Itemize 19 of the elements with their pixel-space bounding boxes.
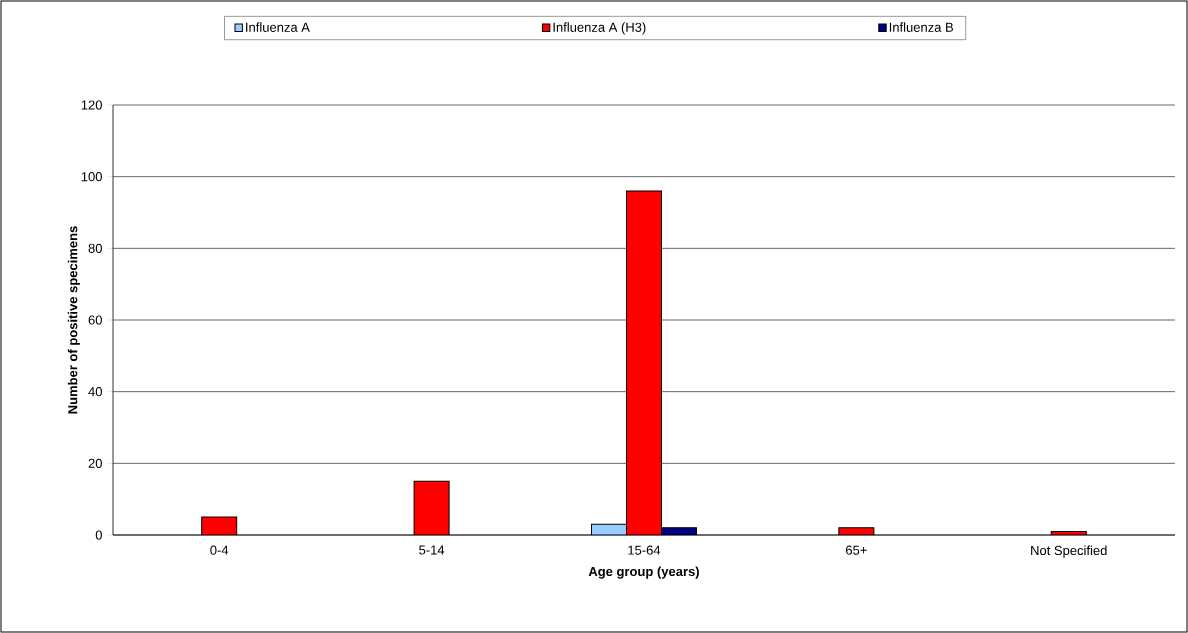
bar: [414, 481, 450, 535]
y-tick-label: 40: [88, 387, 102, 397]
y-tick-label: 60: [88, 315, 102, 325]
y-tick-label: 100: [81, 172, 102, 182]
legend-label: Influenza A (H3): [553, 22, 646, 35]
legend-label: Influenza A: [246, 22, 310, 32]
y-tick-label: 80: [88, 243, 102, 253]
x-axis-title: Age group (years): [588, 566, 699, 579]
y-tick-label: 120: [81, 100, 102, 110]
legend-label: Influenza B: [889, 22, 954, 32]
x-tick-label: 65+: [845, 545, 867, 555]
x-tick-label: 0-4: [210, 545, 229, 555]
y-tick-label: 20: [88, 458, 102, 468]
y-tick-label: 0: [95, 530, 102, 540]
x-tick-label: 5-14: [419, 545, 445, 555]
y-axis-title: Number of positive specimens: [67, 226, 80, 414]
x-tick-label: 15-64: [628, 545, 661, 555]
x-tick-label: Not Specified: [1031, 545, 1107, 558]
bar: [626, 191, 662, 535]
